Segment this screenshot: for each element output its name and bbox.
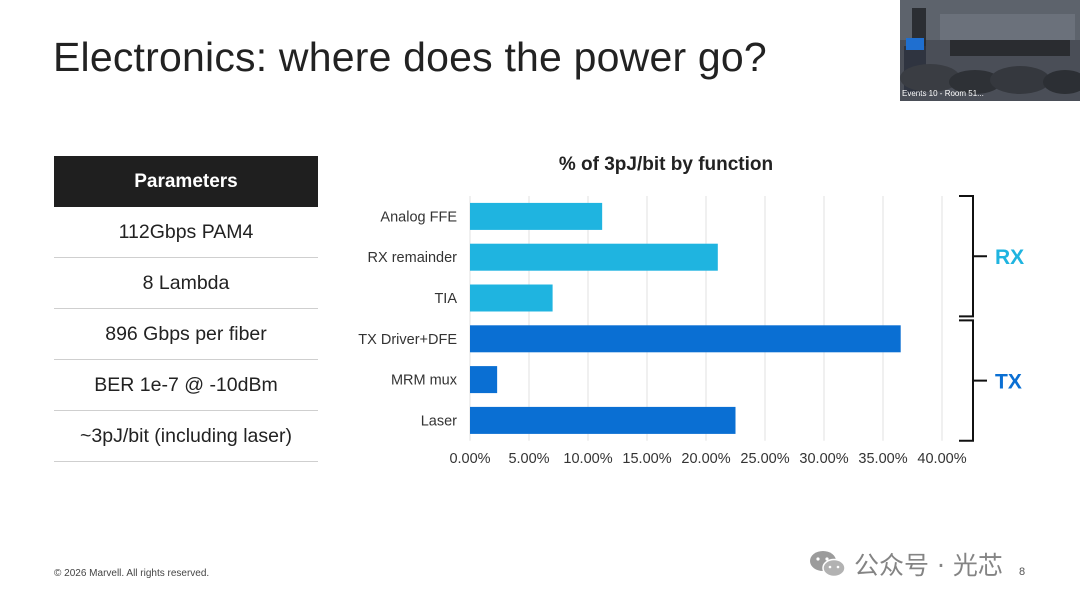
x-tick-label: 40.00% xyxy=(917,451,966,467)
parameter-row: 112Gbps PAM4 xyxy=(54,207,318,258)
copyright-footer: © 2026 Marvell. All rights reserved. xyxy=(54,568,210,579)
bar xyxy=(470,406,736,434)
parameters-header: Parameters xyxy=(54,156,318,207)
x-tick-label: 20.00% xyxy=(681,451,730,467)
category-label: Laser xyxy=(421,413,457,429)
video-caption: Events 10 - Room 51... xyxy=(902,89,984,98)
parameter-row: 896 Gbps per fiber xyxy=(54,309,318,360)
category-label: TX Driver+DFE xyxy=(358,332,457,348)
chart-title: % of 3pJ/bit by function xyxy=(559,154,773,175)
page-number: 8 xyxy=(1019,566,1026,578)
x-tick-label: 0.00% xyxy=(449,451,490,467)
group-label: TX xyxy=(995,371,1022,394)
x-tick-label: 10.00% xyxy=(563,451,612,467)
slide-title: Electronics: where does the power go? xyxy=(53,34,767,80)
watermark: 公众号 · 光芯 xyxy=(808,546,1003,582)
x-tick-label: 15.00% xyxy=(622,451,671,467)
x-tick-label: 30.00% xyxy=(799,451,848,467)
group-bracket xyxy=(959,195,987,318)
category-label: RX remainder xyxy=(368,250,458,266)
bar xyxy=(470,202,603,230)
parameter-row: 8 Lambda xyxy=(54,258,318,309)
parameter-row: BER 1e-7 @ -10dBm xyxy=(54,360,318,411)
bar xyxy=(470,325,901,353)
bar xyxy=(470,366,498,394)
category-label: TIA xyxy=(434,291,457,307)
group-label: RX xyxy=(995,246,1024,269)
category-label: MRM mux xyxy=(391,373,458,389)
parameters-table: Parameters 112Gbps PAM4 8 Lambda 896 Gbp… xyxy=(54,156,318,462)
category-label: Analog FFE xyxy=(380,209,457,225)
bar xyxy=(470,243,718,271)
wechat-icon xyxy=(810,551,846,578)
bar xyxy=(470,284,553,312)
x-tick-label: 35.00% xyxy=(858,451,907,467)
group-bracket xyxy=(959,319,987,442)
parameter-row: ~3pJ/bit (including laser) xyxy=(54,411,318,462)
x-tick-label: 5.00% xyxy=(508,451,549,467)
watermark-text: 公众号 · 光芯 xyxy=(854,551,1003,580)
x-tick-label: 25.00% xyxy=(740,451,789,467)
video-scene xyxy=(900,0,1080,101)
video-thumbnail[interactable]: Events 10 - Room 51... xyxy=(900,0,1080,101)
power-breakdown-chart: % of 3pJ/bit by function 0.00% 5.00% 10.00%… xyxy=(358,154,1024,467)
